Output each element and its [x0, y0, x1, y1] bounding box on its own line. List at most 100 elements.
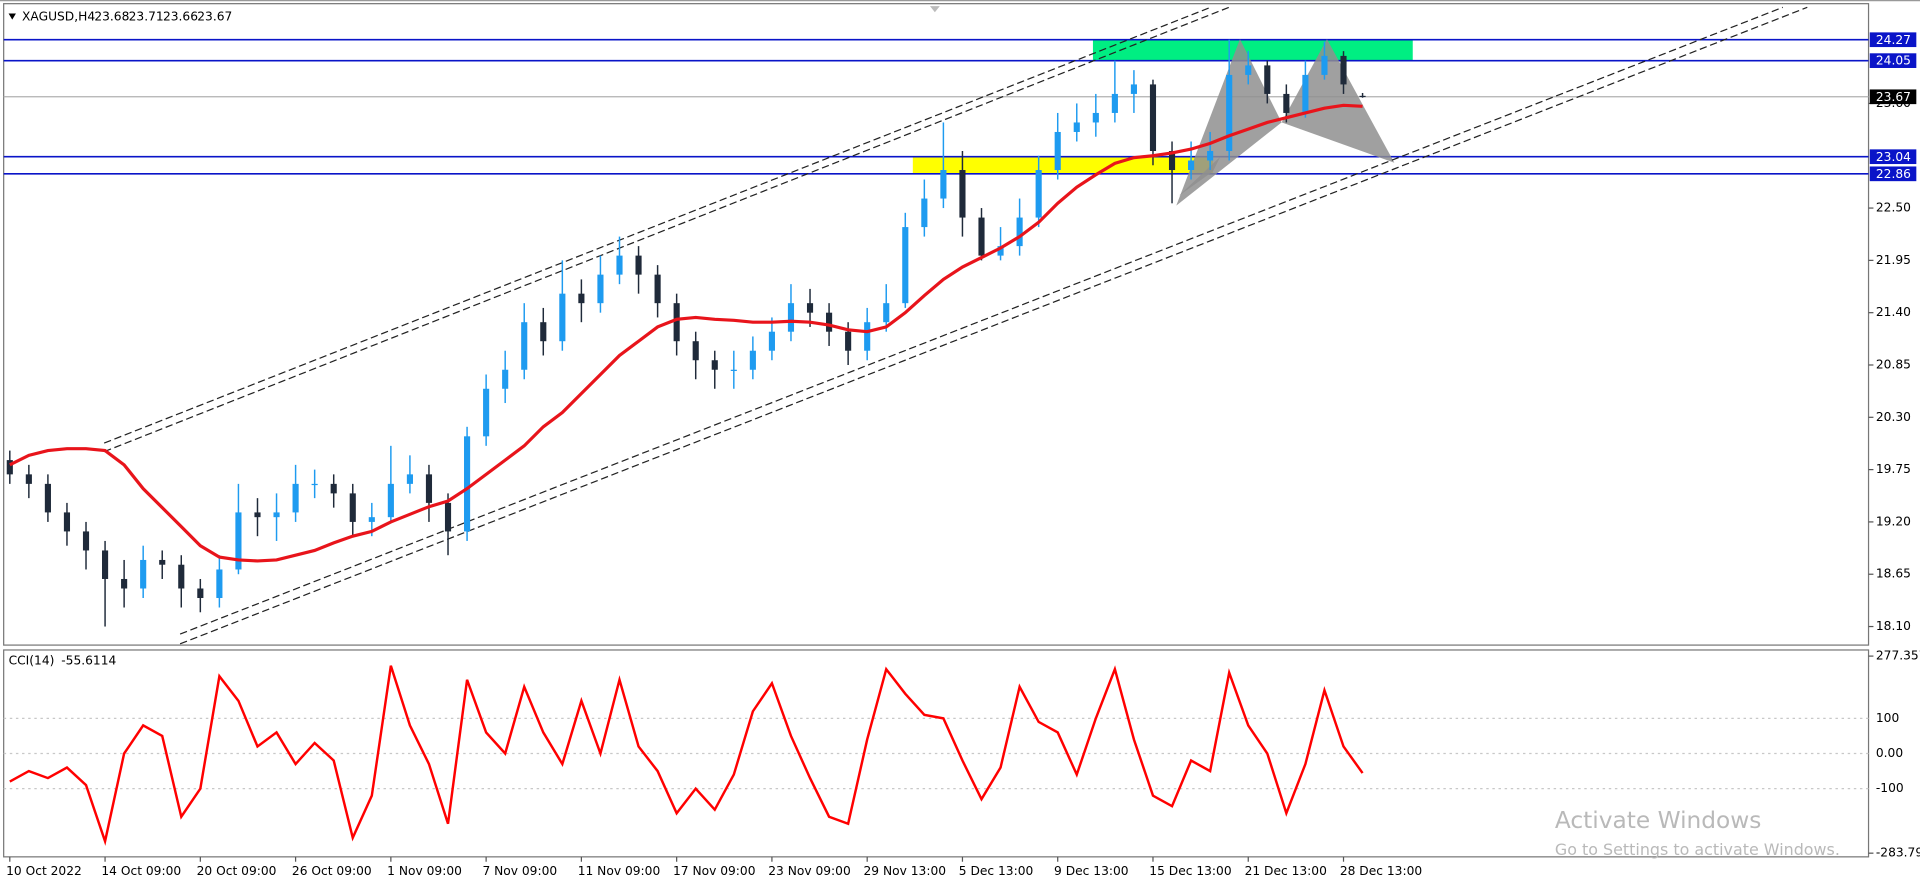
y-tick-label: 0.00: [1876, 746, 1903, 760]
header-close: 23.67: [197, 10, 232, 24]
candle-body: [521, 322, 528, 370]
candle-body: [1035, 170, 1042, 218]
candle-body: [121, 578, 128, 589]
candle-body: [578, 293, 585, 304]
y-tick-label: 20.30: [1876, 410, 1911, 424]
candle-body: [845, 331, 852, 351]
candle-body: [425, 474, 433, 503]
candle-body: [1207, 150, 1214, 161]
symbol-title: XAGUSD,H4: [22, 10, 95, 24]
candle-body: [1092, 112, 1099, 123]
candle-body: [1264, 65, 1271, 94]
level-label: 24.27: [1876, 33, 1911, 47]
candle-body: [730, 369, 737, 371]
candle-body: [692, 341, 699, 361]
main-pane: [3, 3, 1870, 646]
candle-body: [940, 170, 947, 199]
candle-body: [826, 312, 833, 332]
candle-body: [1302, 74, 1309, 113]
candle-body: [273, 512, 280, 518]
candle-body: [997, 246, 1004, 256]
moving-average: [9, 103, 1363, 563]
candle-body: [654, 274, 661, 304]
pattern-triangle: [1281, 39, 1395, 163]
watermark-subtitle: Go to Settings to activate Windows.: [1555, 840, 1840, 859]
candle-body: [406, 474, 413, 484]
candle-body: [444, 502, 452, 532]
candle-body: [330, 483, 337, 494]
menu-arrow: [8, 13, 16, 20]
candle-body: [292, 483, 299, 513]
header-high: 23.71: [129, 10, 164, 24]
candle-body: [1340, 55, 1347, 85]
cci-line: [9, 665, 1364, 846]
candle-body: [902, 227, 909, 304]
candle-body: [44, 483, 51, 513]
header-low: 23.66: [163, 10, 198, 24]
candle-body: [768, 331, 775, 351]
x-tick-label: 14 Oct 09:00: [101, 864, 181, 878]
x-tick-label: 28 Dec 13:00: [1340, 864, 1422, 878]
levels: [3, 38, 1869, 175]
candle-body: [959, 170, 966, 218]
candle-body: [1283, 93, 1290, 113]
candle-body: [1130, 84, 1137, 94]
level-label: 22.86: [1876, 167, 1911, 181]
level-label-box: [1869, 32, 1917, 48]
y-tick-label: 20.85: [1876, 357, 1911, 371]
candle-body: [349, 493, 356, 522]
y-tick-label: 21.40: [1876, 305, 1911, 319]
candle-body: [1054, 131, 1061, 171]
channel-line: [103, 6, 1230, 453]
y-tick-label: 18.65: [1876, 567, 1911, 581]
candle-body: [749, 350, 756, 370]
candle-body: [711, 360, 718, 370]
x-tick-label: 21 Dec 13:00: [1245, 864, 1327, 878]
candle-body: [140, 559, 147, 589]
candle-body: [597, 274, 604, 304]
x-tick-label: 29 Nov 13:00: [864, 864, 947, 878]
candle-body: [1073, 122, 1080, 132]
x-tick-label: 20 Oct 09:00: [197, 864, 277, 878]
y-tick-label: -100: [1876, 781, 1904, 795]
candle-body: [616, 255, 623, 275]
candle-body: [82, 531, 90, 551]
candle-body: [502, 369, 509, 389]
x-tick-label: 11 Nov 09:00: [578, 864, 661, 878]
candle-body: [235, 512, 242, 570]
candle-body: [1149, 84, 1157, 151]
candle-body: [483, 388, 490, 437]
candle-body: [464, 436, 471, 532]
cci-value: -55.6114: [61, 653, 116, 667]
candle-body: [63, 512, 71, 532]
candle-body: [254, 512, 261, 518]
candle-body: [311, 483, 318, 486]
x-tick-label: 9 Dec 13:00: [1054, 864, 1129, 878]
candle-body: [368, 517, 375, 522]
candle-body: [1111, 93, 1118, 113]
candle-body: [1226, 74, 1233, 151]
candle-body: [387, 483, 394, 518]
candle-body: [540, 322, 547, 342]
x-tick-label: 7 Nov 09:00: [482, 864, 557, 878]
candle-body: [1168, 150, 1176, 171]
y-tick-label: -283.796: [1876, 846, 1920, 860]
candle-body: [883, 303, 890, 323]
candle-body: [216, 569, 223, 599]
price-zone: [912, 156, 1214, 174]
y-tick-label: 18.10: [1876, 619, 1911, 633]
y-tick-label: 19.75: [1876, 462, 1911, 476]
x-tick-label: 17 Nov 09:00: [673, 864, 756, 878]
candle-body: [1245, 65, 1252, 75]
candle-body: [864, 322, 871, 351]
candle-body: [921, 198, 928, 228]
channel-line: [179, 6, 1808, 645]
candle-body: [806, 303, 814, 313]
candle-body: [635, 255, 642, 275]
candle-body: [178, 564, 185, 589]
level-label-box: [1869, 149, 1917, 165]
level-label-box: [1869, 53, 1917, 68]
candle-body: [1321, 55, 1328, 75]
